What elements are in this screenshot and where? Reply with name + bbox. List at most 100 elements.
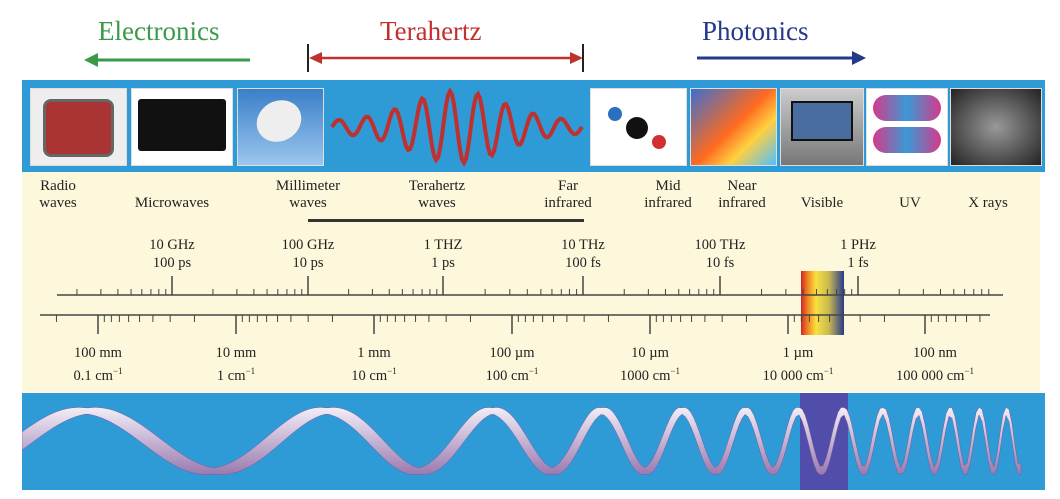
terahertz-title: Terahertz xyxy=(380,16,482,46)
period-value: 100 fs xyxy=(565,255,601,271)
region-label-line1: Terahertz xyxy=(408,178,466,194)
region-label-line2: infrared xyxy=(544,195,592,211)
region-label: UV xyxy=(899,178,921,212)
region-label: Mid infrared xyxy=(644,178,691,212)
wavelength-value: 1 mm xyxy=(357,345,391,361)
frequency-tick-label: 100 THz 10 fs xyxy=(695,236,746,272)
wavenumber-base: 10 000 cm xyxy=(762,367,824,384)
wavenumber-value: 100 cm−1 xyxy=(486,362,539,385)
period-value: 1 fs xyxy=(847,255,869,271)
terahertz-wave-image xyxy=(330,87,584,167)
spectrum-panel xyxy=(22,172,1040,392)
frequency-tick-label: 1 THZ 1 ps xyxy=(424,236,463,272)
region-label-line2: X rays xyxy=(968,195,1008,211)
region-label-line2: UV xyxy=(899,195,921,211)
wavelength-value: 1 µm xyxy=(782,345,814,361)
frequency-value: 10 THz xyxy=(561,237,605,253)
molecule-image xyxy=(590,88,687,166)
period-value: 10 fs xyxy=(705,255,735,271)
wavenumber-exponent: −1 xyxy=(528,366,539,376)
region-label-line1: Mid xyxy=(655,178,681,194)
frequency-tick-label: 10 GHz 100 ps xyxy=(149,236,195,272)
x-ray-skeleton-image xyxy=(950,88,1042,166)
period-value: 100 ps xyxy=(152,255,192,271)
wavelength-value: 100 µm xyxy=(489,345,535,361)
region-label-line1: Near xyxy=(727,178,757,194)
wavenumber-exponent: −1 xyxy=(112,366,123,376)
wavenumber-base: 10 cm xyxy=(351,367,388,384)
wavenumber-value: 100 000 cm−1 xyxy=(896,362,974,385)
region-label: Near infrared xyxy=(718,178,765,212)
wavenumber-base: 100 cm xyxy=(485,367,529,384)
frequency-value: 1 PHz xyxy=(840,237,876,253)
photonics-title: Photonics xyxy=(702,16,809,46)
wavenumber-value: 0.1 cm−1 xyxy=(73,362,122,385)
region-label-line2: waves xyxy=(418,195,456,211)
electromagnetic-wave-ribbon xyxy=(22,393,1022,490)
period-value: 10 ps xyxy=(292,255,324,271)
wavelength-tick-label: 100 mm 0.1 cm−1 xyxy=(73,344,122,385)
region-label: Visible xyxy=(801,178,843,212)
electronics-title: Electronics xyxy=(98,16,220,46)
microwave-oven-image xyxy=(131,88,233,166)
region-label-line2: infrared xyxy=(718,195,766,211)
region-label: Microwaves xyxy=(135,178,209,212)
region-label-line2: waves xyxy=(289,195,327,211)
region-label-line2: infrared xyxy=(644,195,692,211)
frequency-value: 1 THZ xyxy=(423,237,463,253)
wavenumber-exponent: −1 xyxy=(387,366,397,376)
period-value: 1 ps xyxy=(431,255,455,271)
wavenumber-value: 10 cm−1 xyxy=(351,362,396,385)
wavenumber-base: 100 000 cm xyxy=(895,367,965,384)
wavenumber-exponent: −1 xyxy=(670,366,680,376)
region-label-line2: Microwaves xyxy=(134,195,210,211)
wavenumber-exponent: −1 xyxy=(964,366,975,376)
wavenumber-base: 1 cm xyxy=(216,367,246,384)
header-arrows xyxy=(84,44,866,72)
wavenumber-value: 1 cm−1 xyxy=(216,362,257,385)
thermal-image xyxy=(690,88,777,166)
region-label: X rays xyxy=(968,178,1008,212)
wavelength-tick-label: 1 µm 10 000 cm−1 xyxy=(763,344,834,385)
wavenumber-base: 1000 cm xyxy=(620,367,671,384)
frequency-value: 100 THz xyxy=(694,237,746,253)
satellite-dish-image xyxy=(237,88,324,166)
region-label-line1: Millimeter xyxy=(275,178,341,194)
region-label-line2: waves xyxy=(39,195,77,211)
wavenumber-base: 0.1 cm xyxy=(73,367,113,384)
wavenumber-value: 10 000 cm−1 xyxy=(763,362,834,385)
uv-goggles-image xyxy=(866,88,948,166)
television-image xyxy=(780,88,864,166)
frequency-tick-label: 10 THz 100 fs xyxy=(561,236,605,272)
wavelength-value: 100 mm xyxy=(74,345,122,361)
electronics-arrow xyxy=(84,53,250,67)
region-label-line2: Visible xyxy=(800,195,844,211)
region-label-line1: Radio xyxy=(40,178,76,194)
wavelength-tick-label: 10 µm 1000 cm−1 xyxy=(620,344,680,385)
wavelength-tick-label: 1 mm 10 cm−1 xyxy=(351,344,396,385)
wavenumber-exponent: −1 xyxy=(245,366,256,376)
wavenumber-value: 1000 cm−1 xyxy=(620,362,680,385)
frequency-tick-label: 1 PHz 1 fs xyxy=(840,236,876,272)
photonics-arrow xyxy=(697,51,866,65)
region-label: Terahertz waves xyxy=(409,178,465,212)
wavelength-value: 10 mm xyxy=(215,345,257,361)
wavelength-value: 10 µm xyxy=(631,345,669,361)
wavelength-tick-label: 10 mm 1 cm−1 xyxy=(216,344,257,385)
frequency-tick-label: 100 GHz 10 ps xyxy=(282,236,335,272)
visible-spectrum-bar xyxy=(801,271,844,335)
terahertz-range-bar xyxy=(308,219,584,222)
radio-image xyxy=(30,88,127,166)
frequency-value: 100 GHz xyxy=(281,237,335,253)
wavelength-tick-label: 100 nm 100 000 cm−1 xyxy=(896,344,974,385)
region-label: Radio waves xyxy=(39,178,77,212)
region-label: Far infrared xyxy=(544,178,591,212)
region-label: Millimeter waves xyxy=(276,178,340,212)
region-label-line1: Far xyxy=(558,178,578,194)
frequency-value: 10 GHz xyxy=(149,237,195,253)
terahertz-arrow xyxy=(307,44,584,72)
wavelength-tick-label: 100 µm 100 cm−1 xyxy=(486,344,539,385)
wavenumber-exponent: −1 xyxy=(823,366,834,376)
wavelength-value: 100 nm xyxy=(913,345,957,361)
